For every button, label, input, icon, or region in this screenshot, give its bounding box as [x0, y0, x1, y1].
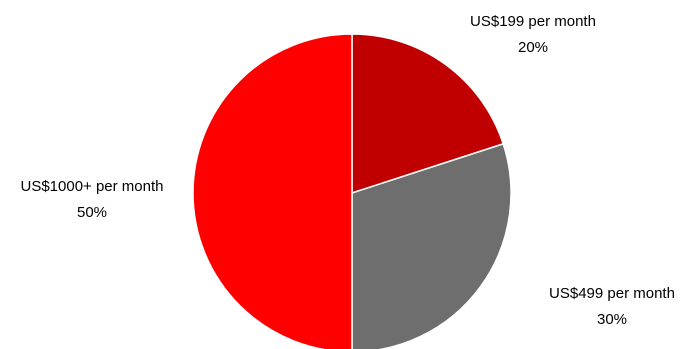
pie-slice-1	[351, 33, 505, 195]
slice-label-3: US$1000+ per month	[20, 178, 163, 195]
pie-labels: US$199 per month 20% US$499 per month 30% US…	[20, 13, 674, 328]
slice-label-2: US$499 per month	[549, 285, 675, 302]
slice-value-label-1: 20%	[518, 39, 548, 56]
pie-slice-3	[192, 33, 353, 349]
slice-label-1: US$199 per month	[470, 13, 596, 30]
slice-value-label-3: 50%	[77, 204, 107, 221]
slice-value-label-2: 30%	[597, 311, 627, 328]
pie-slices	[192, 33, 512, 349]
pie-slice-2	[351, 142, 512, 349]
